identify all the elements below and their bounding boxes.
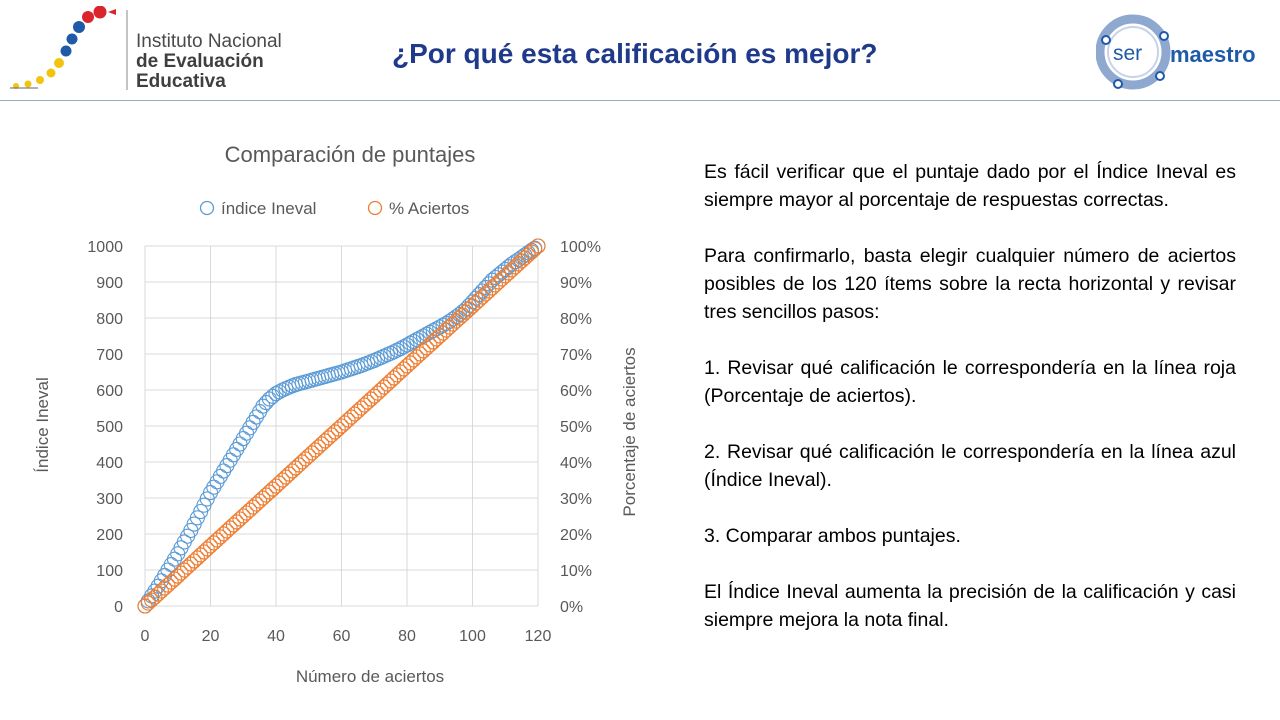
paragraph-step3: 3. Comparar ambos puntajes. (704, 525, 961, 547)
paragraph-step1: 1. Revisar qué calificación le correspon… (704, 357, 1236, 407)
data-point (216, 463, 232, 479)
x-tick-label: 60 (333, 628, 351, 645)
y2-tick-label: 10% (560, 563, 592, 580)
chart-svg: Comparación de puntajes índice Ineval % … (33, 142, 639, 686)
paragraph-conclusion: El Índice Ineval aumenta la precisión de… (704, 581, 1236, 631)
data-point (278, 381, 294, 397)
x-tick-label: 120 (525, 628, 552, 645)
page-title: ¿Por qué esta calificación es mejor? (392, 38, 878, 69)
y2-tick-label: 40% (560, 455, 592, 472)
data-point (206, 479, 222, 495)
y2-tick-label: 70% (560, 347, 592, 364)
y-tick-label: 600 (96, 383, 123, 400)
data-point (222, 452, 238, 468)
data-point (271, 384, 287, 400)
logo-ser-text: ser (1113, 42, 1142, 65)
y2-tick-label: 90% (560, 275, 592, 292)
explanation-text: Es fácil verificar que el puntaje dado p… (704, 158, 1236, 662)
sermaestro-logo: ser maestro (1096, 12, 1271, 92)
data-point (373, 350, 389, 366)
y-tick-label: 100 (96, 563, 123, 580)
x-tick-label: 40 (267, 628, 285, 645)
data-point (229, 441, 245, 457)
data-point (379, 347, 395, 363)
chart-grid (144, 245, 539, 607)
org-line1: Instituto Nacional (136, 31, 282, 52)
header: Instituto Nacional de Evaluación Educati… (0, 0, 1280, 102)
y-tick-label: 800 (96, 311, 123, 328)
y2-tick-label: 100% (560, 239, 601, 256)
legend-label-ineval: índice Ineval (221, 199, 316, 218)
data-point (369, 351, 386, 367)
ineval-logo: Instituto Nacional de Evaluación Educati… (8, 6, 298, 94)
data-point (383, 345, 399, 361)
org-line3: Educativa (136, 71, 226, 92)
y-tick-label: 300 (96, 491, 123, 508)
paragraph-step2: 2. Revisar qué calificación le correspon… (704, 441, 1236, 491)
data-point (225, 447, 241, 463)
data-point (252, 404, 268, 420)
chart-title: Comparación de puntajes (225, 142, 476, 167)
y2-tick-label: 60% (560, 383, 592, 400)
data-point (238, 425, 255, 441)
chart: Comparación de puntajes índice Ineval % … (20, 130, 660, 700)
y-axis-label: Índice Ineval (33, 377, 52, 472)
y-tick-label: 500 (96, 419, 123, 436)
y-tick-label: 1000 (87, 239, 123, 256)
y-tick-label: 200 (96, 527, 123, 544)
data-point (242, 420, 258, 436)
series-ineval (137, 238, 546, 614)
x-axis-label: Número de aciertos (296, 667, 444, 686)
sermaestro-icon: ser maestro (1096, 14, 1256, 90)
data-point (219, 458, 235, 474)
chart-legend: índice Ineval % Aciertos (199, 199, 469, 218)
chart-series (137, 238, 546, 614)
data-point (386, 344, 402, 360)
x-tick-label: 20 (202, 628, 220, 645)
y-axis-ticks: 0 100 200 300 400 500 600 700 800 900 1000 (87, 239, 123, 616)
data-point (248, 409, 264, 425)
x-axis-ticks: 0 20 40 60 80 100 120 (141, 628, 552, 645)
data-point (212, 468, 228, 484)
x-tick-label: 100 (459, 628, 486, 645)
y2-tick-label: 20% (560, 527, 592, 544)
data-point (366, 352, 382, 369)
data-point (376, 348, 392, 364)
data-point (527, 241, 543, 257)
x-tick-label: 0 (141, 628, 150, 645)
x-tick-label: 80 (398, 628, 416, 645)
y-tick-label: 900 (96, 275, 123, 292)
legend-marker-aciertos (367, 200, 383, 216)
paragraph-intro: Es fácil verificar que el puntaje dado p… (704, 161, 1236, 211)
data-point (232, 436, 248, 452)
ineval-name: Instituto Nacional de Evaluación Educati… (136, 32, 282, 92)
ineval-dots-icon (10, 6, 128, 90)
y-tick-label: 400 (96, 455, 123, 472)
y2-axis-ticks: 0% 10% 20% 30% 40% 50% 60% 70% 80% 90% 100% (560, 239, 601, 616)
paragraph-confirm: Para confirmarlo, basta elegir cualquier… (704, 245, 1236, 323)
data-point (274, 382, 291, 398)
y2-tick-label: 80% (560, 311, 592, 328)
logo-maestro-text: maestro (1170, 42, 1256, 67)
data-point (209, 474, 225, 490)
y-tick-label: 700 (96, 347, 123, 364)
header-divider (0, 100, 1280, 101)
y2-tick-label: 0% (560, 599, 583, 616)
legend-label-aciertos: % Aciertos (389, 199, 469, 218)
data-point (235, 431, 251, 447)
data-point (530, 238, 546, 254)
legend-marker-ineval (199, 200, 215, 216)
y2-tick-label: 30% (560, 491, 592, 508)
series-aciertos (137, 238, 546, 614)
y-tick-label: 0 (114, 599, 123, 616)
y2-axis-label: Porcentaje de aciertos (620, 347, 639, 516)
y2-tick-label: 50% (560, 419, 592, 436)
data-point (245, 414, 261, 430)
org-line2: de Evaluación (136, 51, 264, 72)
